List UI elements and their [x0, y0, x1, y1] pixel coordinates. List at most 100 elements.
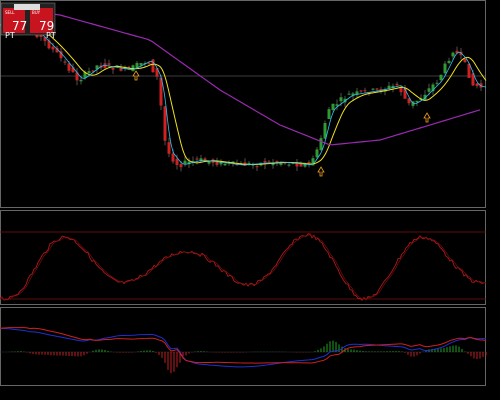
oscillator-panel: [0, 210, 486, 305]
candle-body: [215, 160, 219, 165]
candle-body: [175, 158, 179, 165]
candle-body: [423, 94, 427, 100]
candle-body: [415, 100, 419, 103]
candle-body: [395, 83, 399, 86]
candle-body: [267, 161, 271, 163]
candle-body: [319, 138, 323, 150]
main-panel: [0, 0, 486, 208]
trade-panel[interactable]: SELL 77 BUY 79: [0, 2, 56, 36]
candle-body: [111, 67, 115, 70]
sell-price: 77: [12, 19, 27, 33]
candle-body: [171, 153, 175, 162]
candle-body: [135, 63, 139, 69]
candle-body: [287, 164, 291, 166]
candle-body: [235, 164, 239, 166]
candle-body: [331, 103, 335, 110]
moving-average: [0, 20, 487, 166]
lot-field[interactable]: [14, 4, 40, 10]
candle-body: [271, 163, 275, 166]
macd-line: [0, 327, 487, 364]
candle-body: [199, 158, 203, 162]
candle-body: [179, 164, 183, 168]
candle-body: [295, 162, 299, 167]
candle-body: [187, 161, 191, 165]
marker-label: PT: [5, 31, 15, 40]
candle-body: [471, 73, 475, 86]
candle-body: [247, 162, 251, 165]
candle-body: [39, 34, 43, 37]
candle-body: [363, 90, 367, 92]
candle-body: [475, 83, 479, 86]
candle-body: [327, 109, 331, 120]
candle-body: [463, 58, 467, 63]
candle-body: [67, 63, 71, 71]
candle-body: [351, 93, 355, 96]
candle-body: [107, 63, 111, 65]
candle-body: [375, 88, 379, 90]
candle-body: [411, 101, 415, 106]
buy-label: BUY: [32, 10, 41, 15]
candle-body: [203, 158, 207, 162]
candle-body: [339, 97, 343, 102]
candle-body: [387, 85, 391, 89]
candle-body: [403, 88, 407, 99]
candle-body: [83, 71, 87, 79]
marker-label: PT: [46, 31, 56, 40]
candle-body: [191, 160, 195, 163]
candle-body: [91, 70, 95, 72]
candle-body: [467, 63, 471, 78]
candle-body: [143, 62, 147, 64]
candle-body: [407, 98, 411, 104]
candle-body: [147, 62, 151, 64]
candle-body: [207, 161, 211, 164]
arrow-marker: [423, 112, 431, 123]
candle-body: [283, 162, 287, 164]
candle-body: [159, 77, 163, 106]
candle-body: [359, 90, 363, 92]
candle-body: [183, 160, 187, 164]
candle-body: [439, 74, 443, 81]
candle-body: [451, 52, 455, 57]
buy-price: 79: [39, 19, 54, 33]
candle-body: [431, 84, 435, 92]
candle-body: [43, 37, 47, 42]
candle-body: [59, 51, 63, 59]
candle-body: [355, 91, 359, 95]
candle-body: [63, 61, 67, 63]
candle-body: [347, 93, 351, 95]
candle-body: [443, 63, 447, 74]
candle-body: [263, 161, 267, 165]
buy-button[interactable]: [30, 8, 53, 33]
candle-body: [435, 82, 439, 84]
sell-button[interactable]: [3, 8, 25, 33]
candle-body: [155, 68, 159, 77]
candle-body: [455, 50, 459, 54]
candle-body: [167, 142, 171, 154]
candle-body: [79, 79, 83, 82]
candle-body: [51, 46, 55, 50]
candle-body: [315, 149, 319, 158]
sell-label: SELL: [5, 10, 15, 15]
macd-signal: [0, 327, 487, 368]
candle-body: [307, 162, 311, 164]
candle-body: [195, 158, 199, 160]
moving-average: [0, 7, 481, 146]
candle-body: [139, 62, 143, 66]
candle-body: [223, 163, 227, 166]
candle-body: [95, 65, 99, 70]
candle-body: [303, 163, 307, 167]
candle-body: [323, 122, 327, 139]
candle-body: [311, 158, 315, 166]
candle-body: [115, 65, 119, 67]
candle-body: [163, 106, 167, 141]
candle-body: [279, 162, 283, 165]
candle-body: [255, 166, 259, 168]
candle-body: [87, 71, 91, 74]
oscillator-signal: [0, 234, 487, 301]
arrow-marker: [317, 166, 325, 177]
candle-body: [447, 60, 451, 64]
candle-body: [335, 104, 339, 106]
